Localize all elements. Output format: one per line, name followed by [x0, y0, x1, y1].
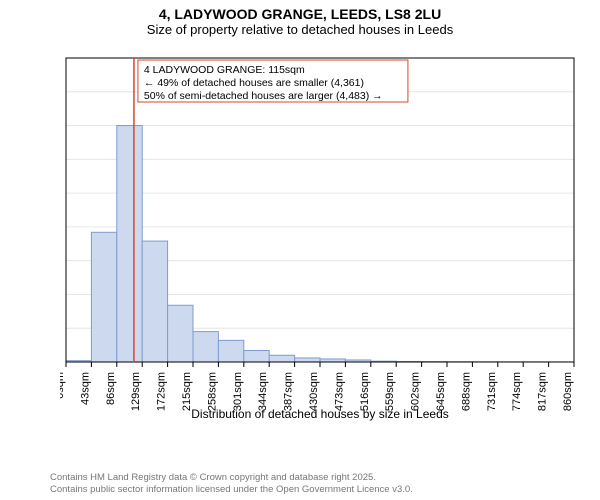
histogram-bar	[295, 358, 320, 362]
xtick-label: 301sqm	[232, 372, 244, 411]
xtick-label: 129sqm	[130, 372, 142, 411]
footer-line-2: Contains public sector information licen…	[50, 484, 413, 496]
xtick-label: 559sqm	[384, 372, 396, 411]
xtick-label: 473sqm	[333, 372, 345, 411]
x-axis-label: Distribution of detached houses by size …	[191, 407, 449, 421]
xtick-label: 688sqm	[460, 372, 472, 411]
histogram-bar	[117, 126, 142, 362]
annotation-line: ← 49% of detached houses are smaller (4,…	[144, 77, 364, 89]
chart-title: 4, LADYWOOD GRANGE, LEEDS, LS8 2LU	[0, 0, 600, 22]
histogram-plot: 4 LADYWOOD GRANGE: 115sqm← 49% of detach…	[60, 52, 580, 422]
xtick-label: 645sqm	[435, 372, 447, 411]
footer-attribution: Contains HM Land Registry data © Crown c…	[50, 472, 413, 496]
xtick-label: 387sqm	[283, 372, 295, 411]
xtick-label: 344sqm	[257, 372, 269, 411]
footer-line-1: Contains HM Land Registry data © Crown c…	[50, 472, 413, 484]
histogram-bar	[244, 351, 269, 362]
xtick-label: 516sqm	[359, 372, 371, 411]
xtick-label: 86sqm	[105, 372, 117, 405]
xtick-label: 0sqm	[60, 372, 66, 399]
xtick-label: 817sqm	[537, 372, 549, 411]
histogram-bar	[218, 340, 243, 362]
xtick-label: 43sqm	[79, 372, 91, 405]
histogram-bar	[193, 332, 218, 362]
xtick-label: 172sqm	[156, 372, 168, 411]
xtick-label: 774sqm	[511, 372, 523, 411]
chart-subtitle: Size of property relative to detached ho…	[0, 22, 600, 37]
histogram-bar	[142, 241, 167, 362]
histogram-bar	[91, 232, 116, 362]
xtick-label: 215sqm	[181, 372, 193, 411]
xtick-label: 731sqm	[486, 372, 498, 411]
annotation-line: 4 LADYWOOD GRANGE: 115sqm	[144, 64, 305, 76]
histogram-bar	[168, 305, 193, 362]
xtick-label: 602sqm	[410, 372, 422, 411]
annotation-line: 50% of semi-detached houses are larger (…	[144, 90, 383, 102]
xtick-label: 860sqm	[562, 372, 574, 411]
histogram-bar	[269, 355, 294, 362]
xtick-label: 430sqm	[308, 372, 320, 411]
xtick-label: 258sqm	[206, 372, 218, 411]
